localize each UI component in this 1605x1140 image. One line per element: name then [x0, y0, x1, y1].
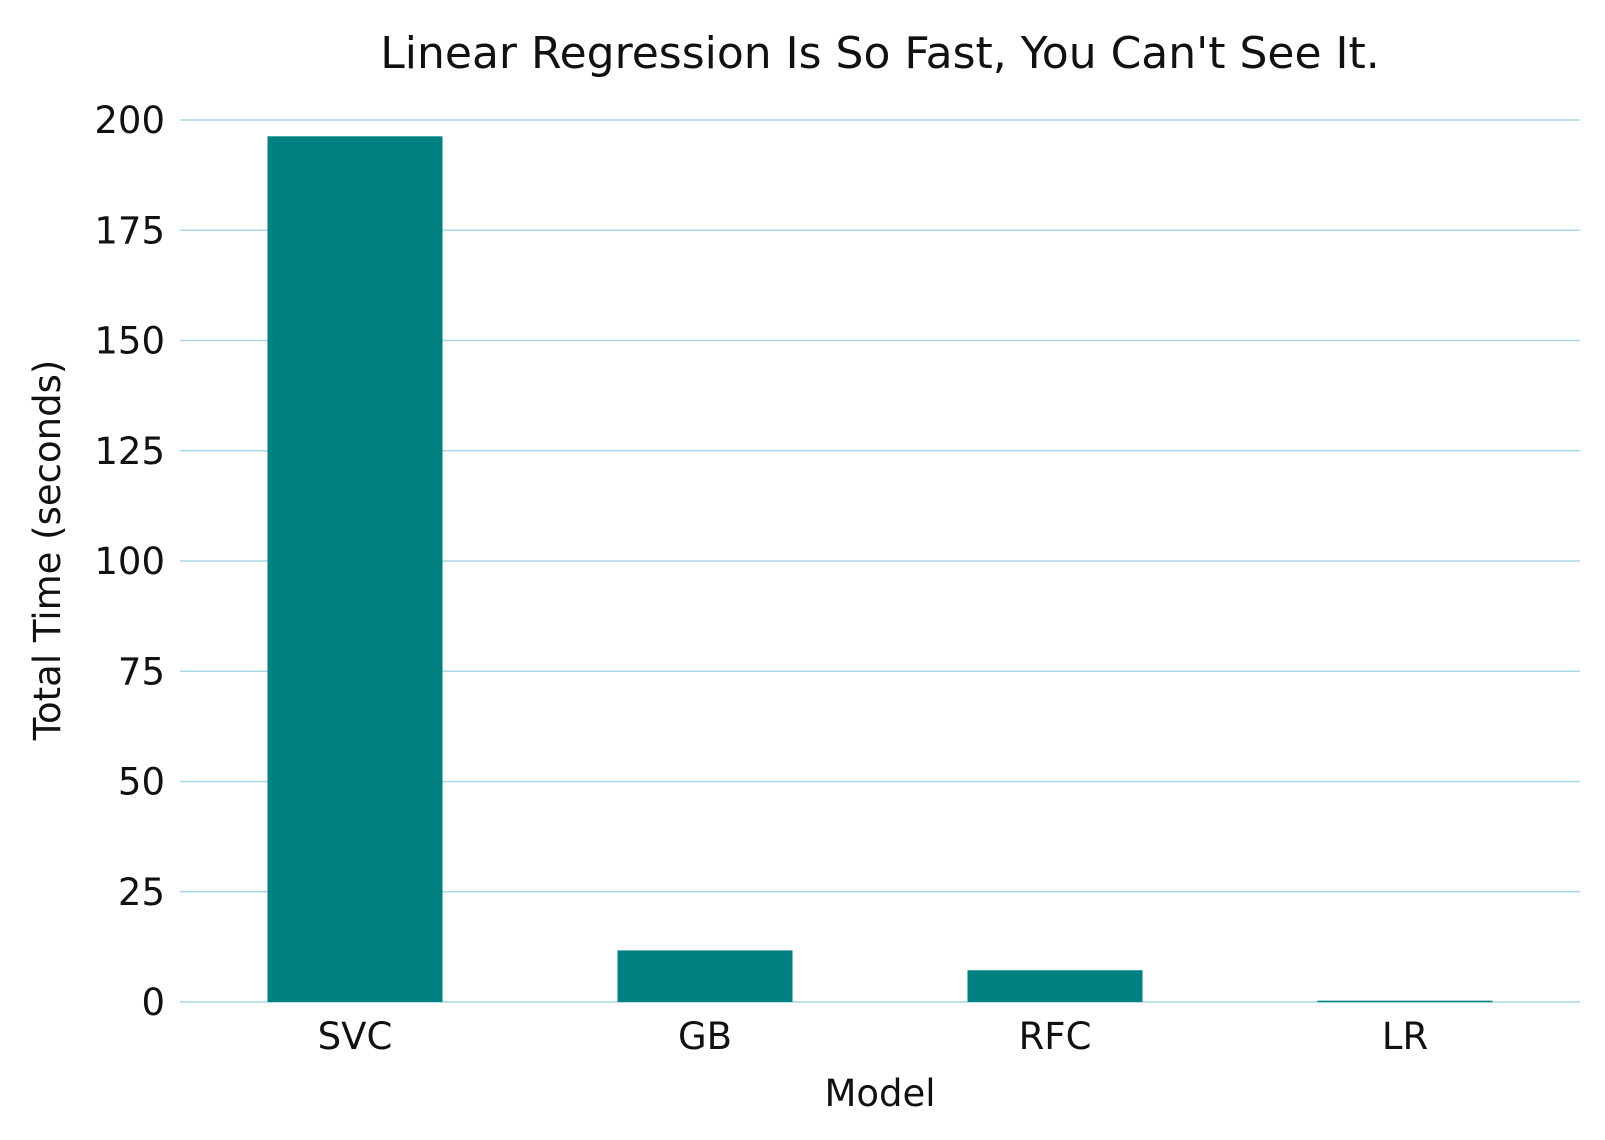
y-tick-label: 50 [118, 761, 165, 804]
x-tick-label: SVC [318, 1015, 393, 1058]
bar-svc [267, 136, 443, 1002]
y-axis-label: Total Time (seconds) [26, 360, 69, 742]
bar-rfc [967, 970, 1143, 1002]
bars [267, 136, 1493, 1003]
y-tick-label: 175 [94, 209, 165, 252]
y-tick-label: 150 [94, 320, 165, 363]
x-axis-label: Model [824, 1072, 935, 1115]
chart-title: Linear Regression Is So Fast, You Can't … [380, 28, 1380, 79]
y-tick-label: 100 [94, 540, 165, 583]
y-tick-label: 0 [141, 981, 165, 1024]
bar-gb [617, 950, 793, 1002]
y-tick-labels: 0 25 50 75 100 125 150 175 200 [94, 99, 165, 1024]
y-tick-label: 125 [94, 430, 165, 473]
bar-lr [1317, 1000, 1493, 1003]
x-tick-label: RFC [1019, 1015, 1092, 1058]
y-tick-label: 200 [94, 99, 165, 142]
y-tick-label: 25 [118, 871, 165, 914]
y-tick-label: 75 [118, 650, 165, 693]
x-tick-label: GB [678, 1015, 732, 1058]
x-tick-label: LR [1382, 1015, 1428, 1058]
x-tick-labels: SVC GB RFC LR [318, 1015, 1428, 1058]
